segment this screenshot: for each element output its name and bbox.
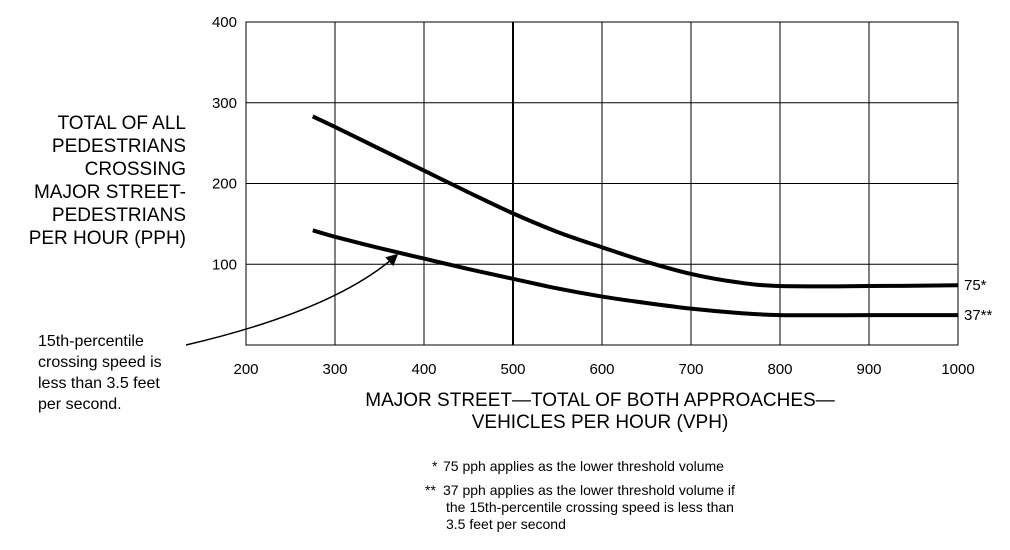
x-axis-label-line: VEHICLES PER HOUR (VPH) [471,412,729,433]
series-line [312,228,958,318]
x-axis-label-line: MAJOR STREET—TOTAL OF BOTH APPROACHES— [365,390,835,411]
tick-labels: 200 300 400 500 600 700 800 900 1000 100 200 300 400 [212,14,975,378]
annotation-line: less than 3.5 feet [38,375,160,392]
x-tick-label: 300 [322,361,347,378]
annotation-line: per second. [38,396,122,413]
footnote-mark: * [432,458,438,474]
y-axis-label-line: PEDESTRIANS [51,205,186,226]
y-axis-label-line: CROSSING [84,159,186,180]
x-tick-label: 1000 [941,361,974,378]
plot-frame [245,21,959,346]
grid-lines [245,21,959,346]
footnote-text: 3.5 feet per second [446,516,566,532]
y-axis-label-line: TOTAL OF ALL [57,113,186,134]
y-axis-label: TOTAL OF ALL PEDESTRIANS CROSSING MAJOR … [0,112,186,250]
footnote-text: 75 pph applies as the lower threshold vo… [443,458,724,474]
x-tick-label: 800 [767,361,792,378]
footnote-text: the 15th-percentile crossing speed is le… [446,499,734,515]
y-axis-label-line: PEDESTRIANS [51,136,186,157]
y-tick-label: 400 [212,14,237,31]
x-tick-label: 200 [233,361,258,378]
series-label: 75* [964,277,987,294]
y-axis-label-line: PER HOUR (PPH) [28,228,186,249]
annotation-layer [185,253,399,346]
x-tick-label: 900 [856,361,881,378]
annotation-text: 15th-percentile crossing speed is less t… [38,331,162,415]
series-label: 37** [964,307,993,324]
footnote-text: 37 pph applies as the lower threshold vo… [443,482,735,498]
series-lines: 75* 37** [311,114,993,324]
x-tick-label: 500 [500,361,525,378]
series-line [311,114,959,289]
x-axis-label: MAJOR STREET—TOTAL OF BOTH APPROACHES— V… [300,390,900,434]
annotation-line: 15th-percentile [38,333,144,350]
y-tick-label: 200 [212,176,237,193]
y-axis-label-line: MAJOR STREET- [33,182,186,203]
annotation-arrow [185,253,399,346]
x-tick-label: 400 [411,361,436,378]
x-tick-label: 700 [678,361,703,378]
footnote-mark: ** [425,482,436,498]
y-tick-label: 300 [212,95,237,112]
y-tick-label: 100 [212,256,237,273]
annotation-line: crossing speed is [38,354,162,371]
x-tick-label: 600 [589,361,614,378]
